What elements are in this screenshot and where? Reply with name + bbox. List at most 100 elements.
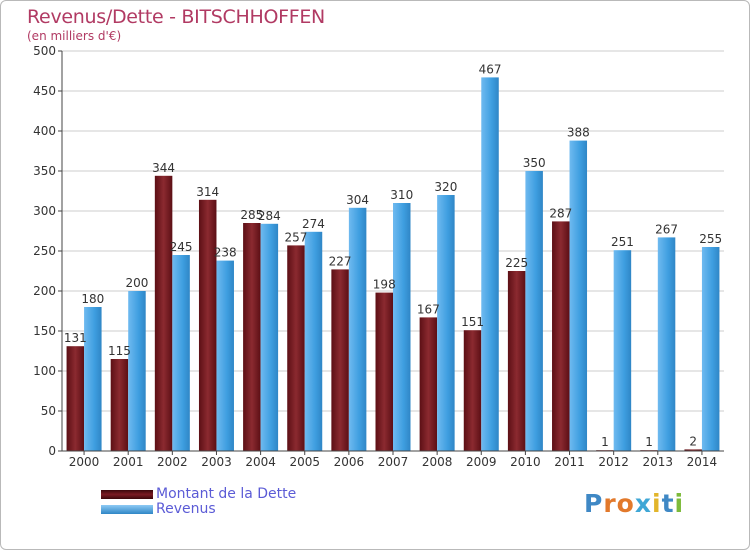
y-tick-label: 150 [33,324,56,338]
bar-dette [287,245,305,451]
data-label-dette: 344 [152,161,175,175]
data-label-dette: 285 [240,208,263,222]
logo-letter: t [661,489,675,518]
data-label-dette: 1 [645,435,653,449]
bars [66,77,720,452]
data-label-revenus: 200 [125,276,148,290]
x-tick-label: 2004 [245,455,276,469]
bar-revenus [701,247,720,451]
bar-dette [154,175,173,452]
x-tick-label: 2000 [69,455,100,469]
bar-dette [507,271,526,451]
y-tick-label: 250 [33,244,56,258]
bar-revenus [304,231,323,451]
bar-revenus [128,291,146,451]
x-tick-label: 2001 [113,455,144,469]
legend-item-revenus: Revenus [101,501,381,518]
data-label-dette: 167 [417,302,440,316]
bar-dette [198,199,217,451]
bar-dette [552,221,570,451]
labels: 0 50 100 150 200 250 300 350 400 450 500 2000 131 180… [33,44,722,469]
y-tick-label: 0 [48,444,56,458]
data-label-revenus: 284 [258,209,281,223]
data-label-revenus: 255 [699,232,722,246]
proxiti-logo: Proxiti [584,489,684,518]
axes [58,50,724,455]
bar-dette [110,359,129,451]
bar-revenus [393,203,411,451]
bar-revenus [569,140,588,451]
data-label-revenus: 180 [81,292,104,306]
bar-revenus [216,260,234,451]
data-label-dette: 2 [689,434,697,448]
bar-dette [331,269,349,451]
data-label-revenus: 310 [390,188,413,202]
data-label-dette: 287 [549,206,572,220]
x-tick-label: 2008 [422,455,453,469]
data-label-dette: 151 [461,315,484,329]
chart-subtitle: (en milliers d'€) [27,29,122,43]
x-tick-label: 2002 [157,455,188,469]
y-tick-label: 350 [33,164,56,178]
bar-revenus [481,77,499,452]
logo-letter: P [584,489,604,518]
bar-revenus [613,250,632,451]
bar-revenus [84,307,102,451]
data-label-revenus: 320 [434,180,457,194]
x-tick-label: 2013 [643,455,674,469]
logo-letter: i [652,489,662,518]
chart-title: Revenus/Dette - BITSCHHOFFEN [27,6,325,28]
x-tick-label: 2006 [334,455,365,469]
data-label-dette: 225 [505,256,528,270]
data-label-revenus: 350 [523,156,546,170]
y-tick-label: 100 [33,364,56,378]
legend-label-revenus: Revenus [156,501,216,517]
x-tick-label: 2005 [289,455,320,469]
y-tick-label: 300 [33,204,56,218]
y-tick-label: 500 [33,44,56,58]
data-label-revenus: 251 [611,235,634,249]
logo-letter: o [616,489,635,518]
data-label-revenus: 467 [479,62,502,76]
x-tick-label: 2014 [687,455,718,469]
y-tick-label: 450 [33,84,56,98]
bar-revenus [348,207,367,451]
y-tick-label: 200 [33,284,56,298]
bar-dette [684,449,702,451]
data-label-revenus: 304 [346,193,369,207]
bar-revenus [260,223,279,451]
legend-swatch-dette [101,490,153,499]
x-tick-label: 2003 [201,455,232,469]
data-label-dette: 314 [196,185,219,199]
bar-dette [66,346,85,451]
bar-revenus [437,195,455,451]
data-label-revenus: 238 [214,246,237,260]
data-label-revenus: 245 [170,240,193,254]
data-label-dette: 1 [601,435,609,449]
data-label-revenus: 388 [567,126,590,140]
y-tick-label: 50 [41,404,56,418]
data-label-revenus: 267 [655,222,678,236]
data-label-revenus: 274 [302,217,325,231]
x-tick-label: 2010 [510,455,541,469]
data-label-dette: 257 [285,230,308,244]
x-tick-label: 2012 [598,455,629,469]
x-tick-label: 2011 [554,455,585,469]
x-tick-label: 2007 [378,455,409,469]
data-label-dette: 198 [373,278,396,292]
bar-dette [243,223,261,451]
logo-letter: i [674,489,685,518]
data-label-dette: 227 [329,254,352,268]
bar-revenus [525,171,543,451]
bar-dette [375,292,393,451]
y-tick-label: 400 [33,124,56,138]
legend-swatch-revenus [101,505,153,514]
bar-revenus [657,237,676,451]
data-label-dette: 131 [64,331,87,345]
legend-label-dette: Montant de la Dette [156,486,297,502]
bar-revenus [172,255,190,451]
data-label-dette: 115 [108,344,131,358]
x-tick-label: 2009 [466,455,497,469]
